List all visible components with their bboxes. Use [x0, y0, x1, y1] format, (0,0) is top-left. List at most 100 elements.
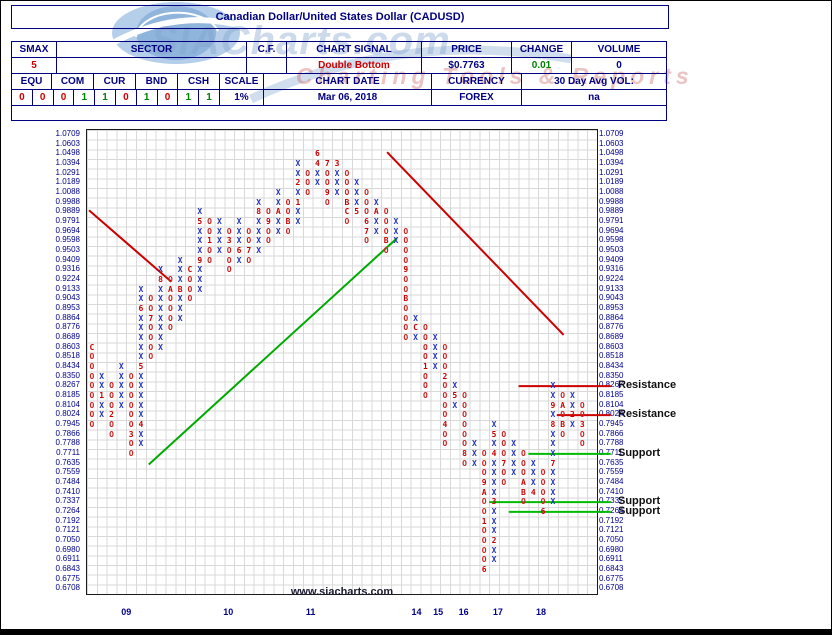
- price-label: 0.8024: [55, 409, 80, 419]
- o-symbol: O: [128, 420, 134, 429]
- month-marker: 1: [422, 362, 428, 371]
- o-symbol: O: [109, 429, 114, 439]
- currency-value: FOREX: [431, 90, 522, 106]
- support-label: Support: [618, 446, 661, 459]
- o-symbol: O: [167, 275, 173, 284]
- y-axis-left: 1.0709 1.0603 1.0498 1.0394 1.0291 1.0189 1.00…: [41, 129, 83, 593]
- month-marker: B: [521, 487, 526, 497]
- price-label: 0.7337: [599, 496, 624, 506]
- o-symbol: O: [462, 391, 467, 400]
- x-symbol: X: [373, 197, 379, 207]
- o-symbol: O: [89, 410, 95, 420]
- month-marker: 7: [324, 159, 330, 168]
- x-symbol: X: [570, 400, 575, 410]
- trendlines-layer: [88, 151, 611, 513]
- month-marker: 8: [550, 420, 556, 429]
- o-symbol: O: [364, 207, 369, 217]
- year-label: 16: [458, 607, 469, 617]
- month-marker: 9: [550, 400, 556, 410]
- month-marker: C: [413, 323, 418, 333]
- o-symbol: O: [167, 323, 173, 333]
- year-label: 15: [433, 607, 444, 617]
- price-label: 1.0498: [55, 148, 80, 158]
- year-label: 14: [411, 607, 422, 617]
- o-symbol: O: [481, 458, 487, 468]
- x-symbol: X: [99, 371, 105, 381]
- x-symbol: X: [511, 468, 517, 478]
- o-symbol: O: [344, 217, 350, 226]
- o-symbol: O: [579, 410, 585, 420]
- price-label: 0.7121: [55, 525, 80, 535]
- o-symbol: O: [148, 294, 154, 304]
- x-symbol: X: [197, 275, 203, 284]
- price-label: 0.7559: [599, 467, 624, 477]
- price-label: 0.7635: [55, 457, 80, 467]
- x-symbol: X: [177, 255, 183, 265]
- notes-cell: [12, 106, 666, 120]
- x-symbol: X: [256, 226, 262, 236]
- month-marker: 6: [315, 149, 320, 159]
- bnd-flag-2: 0: [157, 90, 179, 106]
- col-header-equ: EQU: [12, 74, 52, 90]
- price-label: 0.9409: [599, 254, 624, 264]
- x-symbol: X: [550, 429, 556, 439]
- price-label: 0.9133: [599, 283, 624, 293]
- x-symbol: X: [334, 178, 340, 188]
- o-symbol: O: [501, 478, 507, 487]
- month-marker: B: [285, 217, 291, 226]
- o-symbol: O: [266, 226, 271, 236]
- price-label: 0.8267: [599, 380, 624, 390]
- month-marker: 6: [540, 507, 546, 516]
- price-label: 0.9598: [599, 235, 624, 245]
- price-label: 0.7866: [55, 428, 80, 438]
- notes-row: [12, 106, 666, 120]
- month-marker: 9: [266, 217, 271, 226]
- price-label: 0.9224: [599, 274, 624, 283]
- o-symbol: O: [148, 352, 154, 362]
- price-label: 0.7192: [55, 515, 80, 525]
- price-label: 0.9409: [55, 254, 80, 264]
- col-header-price: PRICE: [422, 42, 512, 58]
- o-symbol: O: [266, 236, 271, 246]
- o-symbol: O: [226, 246, 232, 255]
- month-marker: C: [344, 207, 350, 217]
- o-symbol: O: [128, 410, 134, 420]
- col-header-csh: CSH: [178, 74, 220, 90]
- x-symbol: X: [295, 168, 301, 178]
- o-symbol: O: [481, 468, 487, 478]
- sector-value: [57, 58, 247, 74]
- volume-value: 0: [572, 58, 666, 74]
- csh-flag-1: 1: [178, 90, 200, 106]
- x-symbol: X: [236, 255, 242, 265]
- o-symbol: O: [442, 352, 448, 362]
- o-symbol: O: [364, 197, 369, 207]
- o-symbol: O: [226, 255, 232, 265]
- o-symbol: O: [285, 226, 291, 236]
- x-symbol: X: [236, 236, 242, 246]
- x-symbol: X: [491, 458, 497, 468]
- price-label: 0.9889: [599, 206, 624, 216]
- x-symbol: X: [118, 371, 124, 381]
- price-label: 0.8104: [599, 399, 624, 409]
- trendline: [88, 209, 173, 283]
- month-marker: 1: [207, 236, 212, 246]
- month-marker: 3: [226, 236, 232, 246]
- price-label: 0.7484: [55, 477, 80, 486]
- month-marker: 3: [579, 420, 585, 429]
- price-label: 1.0189: [599, 177, 624, 187]
- price-label: 0.7050: [55, 535, 80, 544]
- x-symbol: X: [177, 313, 183, 323]
- price-label: 0.7264: [599, 506, 624, 515]
- x-symbol: X: [550, 497, 556, 507]
- o-symbol: O: [481, 536, 487, 545]
- avg-vol-value: na: [521, 90, 666, 106]
- o-symbol: O: [89, 391, 95, 400]
- price-label: 0.8434: [599, 361, 624, 370]
- x-symbol: X: [138, 381, 144, 391]
- price-label: 0.8024: [599, 409, 624, 419]
- price-label: 0.6980: [599, 544, 624, 554]
- x-symbol: X: [550, 381, 556, 391]
- x-symbol: X: [138, 294, 144, 304]
- x-symbol: X: [471, 449, 477, 458]
- x-symbol: X: [491, 516, 497, 526]
